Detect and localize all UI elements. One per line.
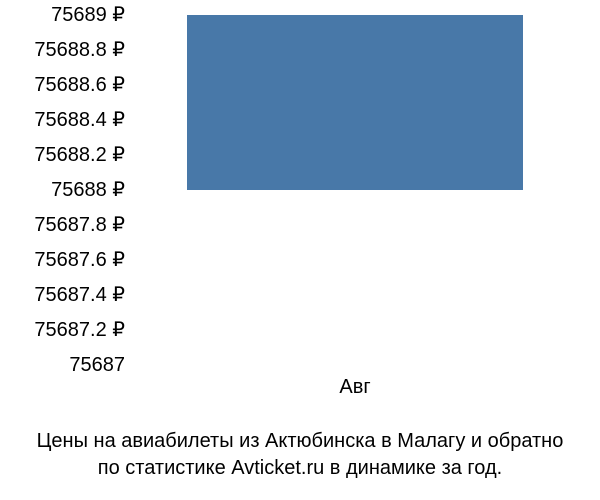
bar — [187, 15, 522, 190]
caption-line-1: Цены на авиабилеты из Актюбинска в Малаг… — [37, 430, 564, 452]
y-tick-label: 75688.2 ₽ — [34, 145, 125, 165]
y-axis: 75689 ₽75688.8 ₽75688.6 ₽75688.4 ₽75688.… — [0, 10, 135, 380]
chart-area: 75689 ₽75688.8 ₽75688.6 ₽75688.4 ₽75688.… — [0, 10, 600, 380]
y-tick-label: 75687.8 ₽ — [34, 215, 125, 235]
y-tick-label: 75688.4 ₽ — [34, 110, 125, 130]
y-tick-label: 75688.8 ₽ — [34, 40, 125, 60]
y-tick-label: 75687.4 ₽ — [34, 285, 125, 305]
chart-caption: Цены на авиабилеты из Актюбинска в Малаг… — [0, 428, 600, 482]
y-tick-label: 75688 ₽ — [51, 180, 125, 200]
plot-area — [140, 10, 570, 380]
x-tick-label: Авг — [339, 377, 370, 397]
y-tick-label: 75688.6 ₽ — [34, 75, 125, 95]
y-tick-label: 75687 — [69, 355, 125, 375]
y-tick-label: 75689 ₽ — [51, 5, 125, 25]
chart-container: 75689 ₽ 75688.8 ₽ 75688.6 ₽ 75688.4 ₽ 75688.… — [0, 0, 600, 500]
caption-line-2: по статистике Avticket.ru в динамике за … — [98, 457, 502, 479]
x-axis: Авг — [140, 377, 570, 407]
y-tick-label: 75687.2 ₽ — [34, 320, 125, 340]
y-tick-label: 75687.6 ₽ — [34, 250, 125, 270]
